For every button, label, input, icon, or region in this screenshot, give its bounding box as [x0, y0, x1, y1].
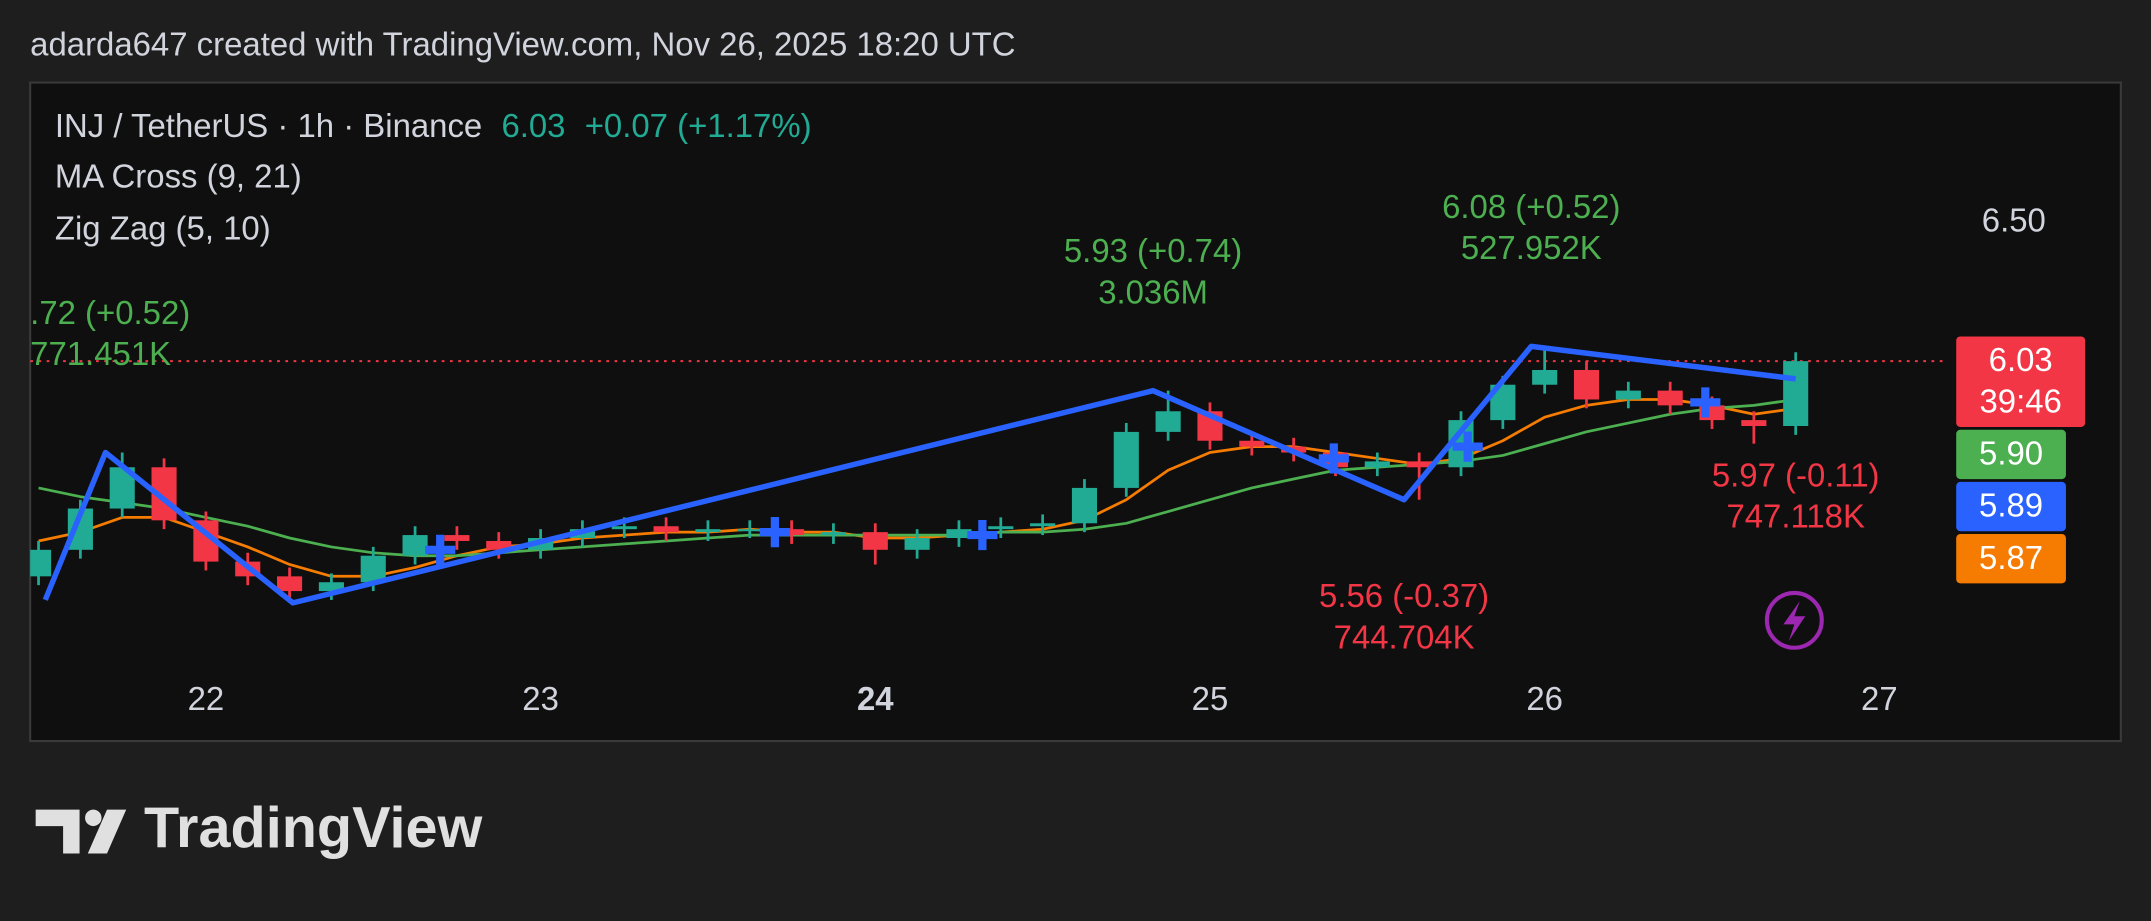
price-tag — [1956, 429, 2066, 480]
ma-cross-marker — [759, 517, 790, 548]
candle-body — [1364, 461, 1390, 468]
zigzag-volume-label: 744.704K — [1334, 618, 1475, 655]
legend-change: +0.07 (+1.17%) — [585, 107, 812, 144]
zigzag-volume-label: 771.451K — [30, 335, 171, 372]
zigzag-price-label: 5.97 (-0.11) — [1712, 456, 1880, 493]
candle-body — [360, 555, 386, 583]
indicator-label: MA Cross (9, 21) — [55, 157, 302, 194]
legend-price: 6.03 — [501, 107, 565, 144]
price-tag-label: 6.03 — [1989, 341, 2053, 378]
candle-body — [30, 549, 52, 577]
ma-cross-marker — [1318, 443, 1349, 474]
x-tick-label: 23 — [522, 680, 559, 717]
price-tag — [1956, 336, 2086, 427]
candle-body — [1239, 440, 1265, 447]
zigzag-volume-label: 3.036M — [1098, 273, 1208, 310]
candle-body — [946, 529, 972, 539]
x-tick-label: 24 — [857, 680, 894, 717]
zigzag-volume-label: 747.118K — [1726, 497, 1865, 534]
chart-title: adarda647 created with TradingView.com, … — [30, 26, 1015, 63]
ma-cross-marker — [967, 519, 998, 551]
x-tick-label: 25 — [1192, 680, 1229, 717]
candle-body — [277, 576, 303, 592]
symbol: INJ / TetherUS · 1h · Binance — [55, 107, 482, 144]
ma-cross-marker — [1690, 387, 1721, 418]
candle-body — [1532, 369, 1558, 385]
zigzag-price-label: .72 (+0.52) — [30, 294, 190, 331]
price-tag — [1956, 481, 2066, 532]
price-tag-countdown: 39:46 — [1979, 382, 2061, 419]
price-tag — [1956, 533, 2066, 584]
ma-cross-marker — [425, 534, 456, 565]
candle-body — [1783, 361, 1809, 426]
price-tag-label: 5.90 — [1979, 435, 2043, 472]
zigzag-price-label: 5.93 (+0.74) — [1064, 232, 1242, 269]
candle-body — [1657, 390, 1683, 406]
candle-body — [1071, 487, 1098, 524]
candle-body — [737, 529, 763, 532]
candle-body — [1615, 390, 1641, 400]
candle-body — [1741, 420, 1767, 426]
candle-body — [988, 526, 1014, 530]
candle-body — [1113, 431, 1139, 488]
ma-cross-marker — [1452, 431, 1483, 462]
y-tick-label: 6.50 — [1982, 201, 2046, 238]
candle-body — [820, 532, 846, 536]
zigzag-price-label: 5.56 (-0.37) — [1319, 577, 1489, 614]
candle-body — [611, 526, 637, 530]
candle-body — [695, 529, 721, 533]
candle-body — [1573, 369, 1600, 400]
zigzag-price-label: 6.08 (+0.52) — [1442, 188, 1620, 225]
candle-body — [1030, 523, 1056, 527]
price-tag-label: 5.89 — [1979, 487, 2043, 524]
legend-line: INJ / TetherUS · 1h · Binance 6.03 +0.07 (… — [55, 107, 812, 144]
zigzag-line — [42, 343, 1797, 606]
price-tag-label: 5.87 — [1979, 539, 2043, 576]
candle-body — [779, 529, 805, 536]
alert-icon[interactable] — [1764, 590, 1824, 650]
x-tick-label: 26 — [1526, 680, 1563, 717]
candle-body — [904, 538, 930, 550]
candle-body — [318, 582, 344, 592]
candle-body — [1406, 461, 1432, 468]
candle-body — [862, 532, 888, 550]
overlay: 22 23 24 25 26 27 6.50 6.03 39:46 5.90 5.89 5.87 — [188, 201, 2086, 717]
indicator-label: Zig Zag (5, 10) — [55, 209, 271, 246]
x-tick-label: 27 — [1861, 680, 1898, 717]
candle-body — [653, 526, 679, 533]
plot-area: .72 (+0.52) 771.451K 5.93 (+0.74) 3.036M 5.5… — [30, 188, 1948, 655]
brand-logo — [35, 809, 127, 854]
candle-body — [486, 540, 512, 550]
candle-body — [444, 535, 470, 541]
candle-body — [1155, 411, 1181, 432]
zigzag-volume-label: 527.952K — [1461, 229, 1602, 266]
x-tick-label: 22 — [188, 680, 225, 717]
brand-name: TradingView — [144, 796, 482, 860]
candle-body — [402, 535, 428, 556]
